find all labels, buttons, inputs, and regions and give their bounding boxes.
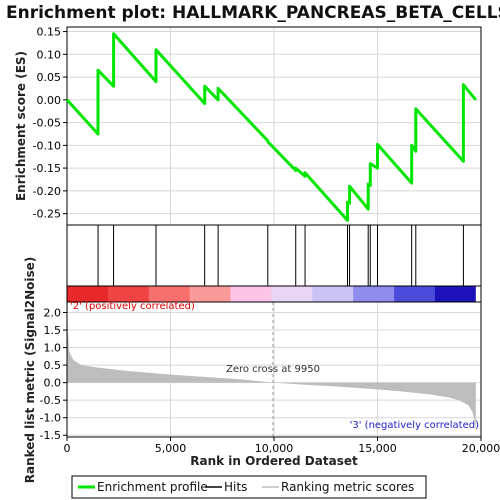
es-y-axis: -0.25 -0.20 -0.15 -0.10 -0.05 0.00 0.05 0.10 0.1…	[33, 26, 67, 221]
metric-y-tick-label: 0.5	[44, 359, 62, 372]
metric-y-axis: -1.5 -1.0 -0.5 0.0 0.5 1.0 1.5 2.0	[40, 307, 67, 442]
es-gridlines	[66, 27, 482, 225]
metric-y-tick-label: 1.0	[44, 342, 62, 355]
legend-enrichment-label: Enrichment profile	[97, 480, 208, 494]
heatmap-segment	[107, 286, 150, 302]
x-axis: 0 5,000 10,000 15,000 20,000	[64, 437, 500, 455]
metric-y-tick-label: 2.0	[44, 307, 62, 320]
metric-y-tick-label: -1.5	[40, 429, 61, 442]
es-y-tick-label: -0.15	[33, 162, 61, 175]
heatmap-segment	[271, 286, 313, 302]
x-axis-label: Rank in Ordered Dataset	[190, 454, 358, 468]
es-y-tick-label: 0.10	[37, 48, 62, 61]
es-y-axis-label: Enrichment score (ES)	[14, 51, 28, 201]
x-tick-label: 20,000	[462, 442, 500, 455]
legend-box	[71, 475, 427, 499]
ranking-heatmap-bar	[67, 286, 481, 302]
es-y-tick-label: -0.10	[33, 139, 61, 152]
es-y-tick-label: -0.05	[33, 117, 61, 130]
x-tick-label: 10,000	[255, 442, 294, 455]
heatmap-segment	[353, 286, 395, 302]
es-y-tick-label: 0.15	[37, 26, 62, 39]
heatmap-segment	[434, 286, 477, 302]
heatmap-segment	[148, 286, 191, 302]
heatmap-segment	[312, 286, 354, 302]
chart-title: Enrichment plot: HALLMARK_PANCREAS_BETA_…	[6, 3, 500, 23]
x-tick-label: 0	[64, 442, 71, 455]
metric-y-axis-label: Ranked list metric (Signal2Noise)	[23, 257, 37, 484]
hits-markers	[97, 225, 464, 286]
metric-y-tick-label: 1.5	[44, 324, 62, 337]
legend-metric-label: Ranking metric scores	[281, 480, 414, 494]
x-tick-label: 5,000	[155, 442, 187, 455]
positive-correlation-label: '2' (positively correlated)	[70, 301, 195, 312]
metric-y-tick-label: 0.0	[44, 377, 62, 390]
negative-correlation-label: '3' (negatively correlated)	[350, 420, 479, 431]
metric-y-tick-label: -1.0	[40, 412, 61, 425]
legend: Enrichment profile Hits Ranking metric s…	[71, 475, 427, 499]
enrichment-profile-line	[65, 32, 477, 222]
x-tick-label: 15,000	[358, 442, 397, 455]
hits-panel-frame	[66, 224, 482, 287]
es-y-tick-label: 0.05	[37, 71, 62, 84]
legend-hits-label: Hits	[224, 480, 247, 494]
heatmap-segment	[189, 286, 232, 302]
es-y-tick-label: -0.20	[33, 185, 61, 198]
metric-y-tick-label: -0.5	[40, 394, 61, 407]
heatmap-segment	[67, 286, 109, 302]
es-y-tick-label: -0.25	[33, 208, 61, 221]
zero-cross-label: Zero cross at 9950	[226, 364, 320, 375]
heatmap-segment	[230, 286, 272, 302]
heatmap-segment	[394, 286, 436, 302]
heatmap-empty-tail	[475, 286, 481, 302]
es-y-tick-label: 0.00	[37, 94, 62, 107]
